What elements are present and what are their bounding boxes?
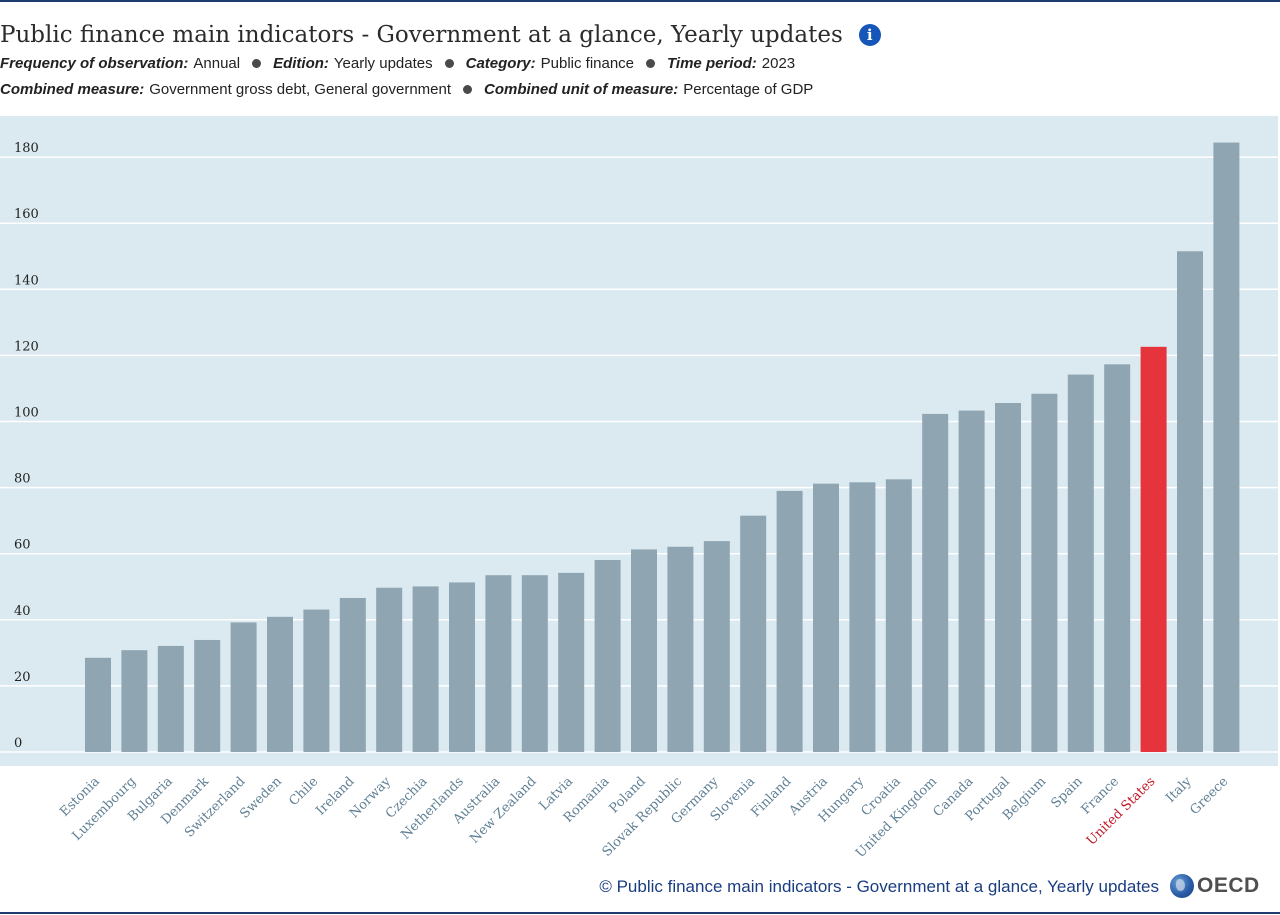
bar-sweden [267,616,293,752]
bar-chart: 020406080100120140160180EstoniaLuxembour… [0,116,1278,861]
bar-united-kingdom [922,413,949,752]
filter-label-combined-measure: Combined measure: [0,80,145,98]
bar-bulgaria [157,645,184,752]
bar-croatia [885,479,912,752]
footer-source-link[interactable]: © Public finance main indicators - Gover… [599,877,1159,896]
filter-value-unit-of-measure: Percentage of GDP [683,80,814,98]
y-tick-label: 140 [14,273,39,288]
y-tick-label: 100 [14,406,39,421]
bar-czechia [412,586,439,752]
bar-slovenia [740,515,767,752]
bar-hungary [849,482,876,752]
bar-belgium [1031,393,1058,752]
page-title: Public finance main indicators - Governm… [0,22,843,48]
y-tick-label: 40 [14,604,31,619]
y-tick-label: 180 [14,141,39,156]
x-tick-label: New Zealand [467,774,539,846]
oecd-logo-text: OECD [1197,874,1260,897]
separator-dot [252,58,262,68]
x-tick-label: Italy [1163,774,1195,806]
filter-value-category: Public finance [540,54,635,72]
separator-dot [646,58,656,68]
filter-label-category: Category: [465,54,536,72]
bar-portugal [995,402,1021,752]
bar-romania [594,559,621,752]
bar-netherlands [449,582,475,752]
bar-ireland [339,597,366,752]
bottom-rule [0,912,1280,914]
bar-germany [703,541,730,752]
y-tick-label: 0 [14,736,22,751]
filter-label-frequency: Frequency of observation: [0,54,189,72]
bar-australia [485,575,512,752]
top-rule [0,0,1280,2]
info-icon[interactable]: i [858,24,881,46]
separator-dot [463,84,473,94]
y-tick-label: 20 [14,670,31,685]
bar-estonia [85,657,111,752]
y-tick-label: 160 [14,207,39,222]
filter-value-combined-measure: Government gross debt, General governmen… [149,80,452,98]
y-tick-label: 60 [14,538,31,553]
x-tick-label: Greece [1187,774,1231,818]
bar-norway [376,587,403,752]
footer: © Public finance main indicators - Gover… [0,873,1280,903]
bar-france [1104,364,1131,752]
bar-canada [958,410,985,752]
bar-spain [1067,374,1094,752]
bar-slovak-republic [667,546,694,752]
filter-value-time-period: 2023 [761,54,796,72]
bar-poland [631,549,657,752]
bar-united-states [1140,346,1167,752]
x-tick-label: Finland [748,774,794,820]
bar-austria [813,483,839,752]
filter-label-time-period: Time period: [667,54,757,72]
oecd-globe-icon [1170,874,1194,898]
bar-denmark [194,639,221,752]
separator-dot [444,58,454,68]
y-tick-label: 120 [14,339,39,354]
y-tick-label: 80 [14,472,31,487]
filter-row-1: Frequency of observation: Annual Edition… [0,53,795,73]
bar-chile [303,609,330,752]
filter-label-unit-of-measure: Combined unit of measure: [484,80,679,98]
bar-latvia [558,572,585,752]
filter-value-edition: Yearly updates [333,54,433,72]
bar-luxembourg [121,650,148,752]
x-tick-label: Luxembourg [70,774,140,844]
bar-finland [776,490,803,752]
filter-row-2: Combined measure: Government gross debt,… [0,79,813,99]
oecd-logo[interactable]: OECD [1170,874,1260,898]
bar-new-zealand [521,575,548,752]
filter-label-edition: Edition: [273,54,329,72]
header: Public finance main indicators - Governm… [0,18,881,52]
bar-greece [1213,142,1240,753]
filter-value-frequency: Annual [193,54,241,72]
bar-italy [1177,251,1203,753]
bar-switzerland [230,622,257,752]
